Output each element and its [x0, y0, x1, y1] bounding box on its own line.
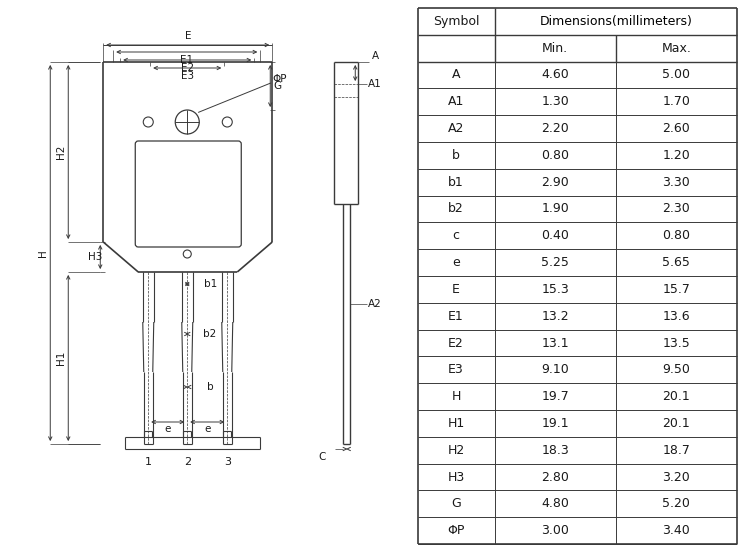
Text: E3: E3: [181, 71, 194, 81]
Text: C: C: [318, 452, 326, 462]
Text: 2.60: 2.60: [663, 122, 690, 135]
Text: Min.: Min.: [542, 42, 568, 55]
Text: Symbol: Symbol: [433, 15, 479, 28]
Text: c: c: [453, 229, 459, 242]
Text: 2.80: 2.80: [542, 470, 569, 484]
Text: 18.3: 18.3: [542, 444, 569, 457]
Text: H1: H1: [447, 417, 464, 430]
Text: A2: A2: [368, 299, 382, 309]
Text: 2.90: 2.90: [542, 176, 569, 189]
Text: 13.1: 13.1: [542, 337, 569, 349]
Text: G: G: [273, 81, 281, 91]
Text: A2: A2: [448, 122, 464, 135]
Text: 3: 3: [224, 457, 231, 467]
Text: b2: b2: [448, 203, 464, 215]
Text: H3: H3: [447, 470, 464, 484]
Text: 19.1: 19.1: [542, 417, 569, 430]
Text: Dimensions(millimeters): Dimensions(millimeters): [539, 15, 692, 28]
Text: 2.30: 2.30: [663, 203, 690, 215]
Text: Max.: Max.: [661, 42, 692, 55]
Text: ΦP: ΦP: [272, 74, 286, 84]
Text: 15.3: 15.3: [542, 283, 569, 296]
Text: E1: E1: [180, 55, 194, 65]
Text: A1: A1: [448, 95, 464, 108]
Text: 0.40: 0.40: [542, 229, 569, 242]
Text: 9.10: 9.10: [542, 363, 569, 376]
Text: 18.7: 18.7: [663, 444, 690, 457]
Text: 1.70: 1.70: [663, 95, 690, 108]
Text: H: H: [451, 390, 461, 403]
Text: 19.7: 19.7: [542, 390, 569, 403]
Text: b1: b1: [204, 279, 217, 289]
Text: E2: E2: [448, 337, 464, 349]
Text: 1.20: 1.20: [663, 149, 690, 162]
Text: e: e: [204, 424, 211, 434]
Text: 2: 2: [184, 457, 191, 467]
Text: E2: E2: [181, 63, 194, 73]
Text: 13.6: 13.6: [663, 310, 690, 323]
Text: e: e: [452, 256, 460, 269]
Text: H2: H2: [56, 145, 66, 159]
Text: 5.20: 5.20: [663, 497, 690, 510]
Text: 3.40: 3.40: [663, 524, 690, 537]
Text: G: G: [451, 497, 461, 510]
Text: b: b: [208, 382, 214, 392]
Text: A: A: [452, 68, 460, 82]
Text: 3.00: 3.00: [542, 524, 569, 537]
Text: 1.30: 1.30: [542, 95, 569, 108]
Text: 2.20: 2.20: [542, 122, 569, 135]
Text: b2: b2: [203, 329, 217, 339]
Text: 5.65: 5.65: [663, 256, 690, 269]
Text: 20.1: 20.1: [663, 417, 690, 430]
Text: 5.25: 5.25: [542, 256, 569, 269]
Text: 1: 1: [145, 457, 152, 467]
Text: 20.1: 20.1: [663, 390, 690, 403]
Text: e: e: [165, 424, 171, 434]
Text: 1.90: 1.90: [542, 203, 569, 215]
Text: 3.30: 3.30: [663, 176, 690, 189]
Text: 4.60: 4.60: [542, 68, 569, 82]
Text: A: A: [372, 51, 379, 61]
Text: b: b: [452, 149, 460, 162]
Text: E1: E1: [448, 310, 464, 323]
Text: 3.20: 3.20: [663, 470, 690, 484]
Text: E3: E3: [448, 363, 464, 376]
Text: H2: H2: [447, 444, 464, 457]
Text: 4.80: 4.80: [542, 497, 569, 510]
Text: 15.7: 15.7: [663, 283, 690, 296]
Text: 5.00: 5.00: [663, 68, 690, 82]
Text: H1: H1: [56, 351, 66, 365]
Text: 13.2: 13.2: [542, 310, 569, 323]
Text: 13.5: 13.5: [663, 337, 690, 349]
Text: 9.50: 9.50: [663, 363, 690, 376]
Text: H: H: [39, 249, 48, 257]
Text: H3: H3: [88, 252, 102, 262]
Text: ΦP: ΦP: [447, 524, 464, 537]
Text: b1: b1: [448, 176, 464, 189]
Text: E: E: [185, 31, 191, 41]
Text: 0.80: 0.80: [541, 149, 569, 162]
Text: 0.80: 0.80: [663, 229, 690, 242]
Text: A1: A1: [368, 79, 382, 89]
Text: E: E: [452, 283, 460, 296]
